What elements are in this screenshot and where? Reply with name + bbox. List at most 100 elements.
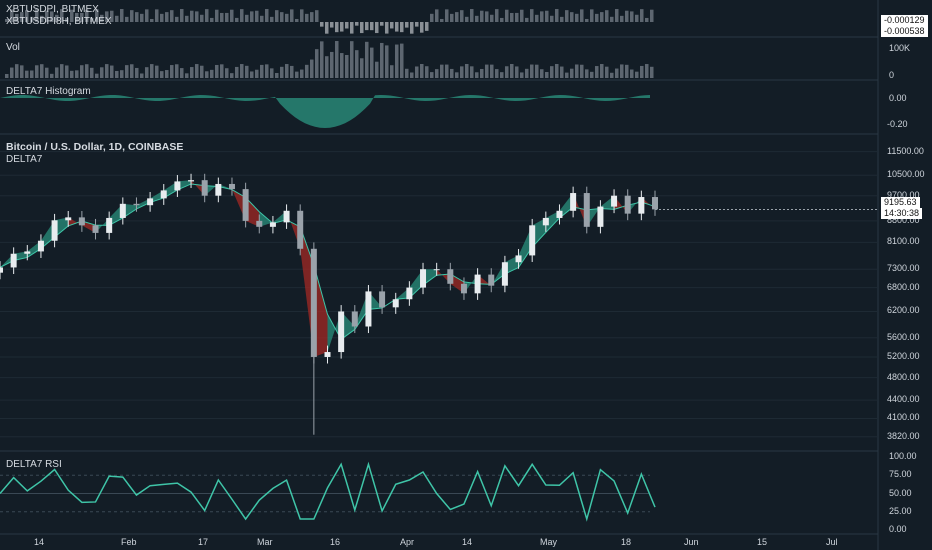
volume-bar [300, 69, 304, 78]
volume-bar [400, 43, 404, 78]
funding-bar [550, 15, 554, 22]
rsi-tick-label: 75.00 [889, 469, 912, 480]
candle-body [501, 262, 508, 286]
volume-bar [560, 66, 564, 78]
volume-bar [405, 68, 409, 78]
volume-bar [510, 64, 514, 78]
price-tick-label: 5600.00 [887, 331, 920, 342]
delta-band-up [409, 269, 424, 298]
volume-tick-0: 0 [889, 70, 895, 80]
main-chart-title: Bitcoin / U.S. Dollar, 1D, COINBASE [6, 141, 184, 153]
funding-bar [520, 9, 524, 22]
candle-body [147, 198, 154, 206]
funding-bar [425, 22, 429, 31]
funding-bar [180, 9, 184, 22]
volume-bar [530, 64, 534, 78]
funding-bar [200, 14, 204, 22]
price-tick-label: 5200.00 [887, 350, 920, 361]
histogram-label: DELTA7 Histogram [6, 86, 91, 97]
funding-bar [185, 15, 189, 22]
funding-bar [400, 22, 404, 33]
funding-bar [435, 9, 439, 22]
volume-bar [450, 68, 454, 78]
volume-bar [425, 66, 429, 78]
delta-band-down [641, 197, 655, 210]
funding-bar [560, 16, 564, 22]
volume-bar [285, 64, 289, 78]
volume-bar [305, 64, 309, 78]
delta-band-up [354, 291, 369, 330]
funding-bar [370, 22, 374, 31]
funding-bar [345, 22, 349, 29]
delta-band-up [177, 180, 192, 190]
funding-bar [390, 22, 394, 29]
rsi-label: DELTA7 RSI [6, 459, 62, 470]
funding-bar [430, 13, 434, 22]
volume-bar [120, 70, 124, 78]
price-tick-label: 8800.00 [887, 214, 920, 225]
main-chart-indicator-label: DELTA7 [6, 154, 43, 165]
candle-body [174, 181, 181, 191]
volume-bar [440, 64, 444, 78]
volume-bar [340, 53, 344, 78]
volume-bar [215, 64, 219, 78]
funding-label-2: XBTUSDPI8H, BITMEX [6, 16, 112, 27]
volume-bar [245, 65, 249, 78]
funding-bar [160, 13, 164, 22]
delta-band-up [163, 181, 178, 198]
volume-bar [195, 64, 199, 78]
volume-bar [210, 69, 214, 78]
delta-band-up [27, 240, 41, 258]
candle-body [24, 251, 31, 254]
candle-body [420, 269, 427, 288]
volume-bar [325, 56, 329, 78]
funding-bar [225, 12, 229, 22]
volume-bar [380, 42, 384, 78]
volume-bar [385, 45, 389, 78]
volume-bar [460, 66, 464, 78]
volume-bar [555, 64, 559, 78]
volume-bar [275, 72, 279, 78]
delta-band-up [368, 291, 383, 310]
funding-bar [600, 12, 604, 22]
delta-band-down [313, 265, 328, 357]
price-tick-label: 11500.00 [887, 145, 924, 156]
funding-bar [220, 12, 224, 22]
candle-body [392, 299, 399, 308]
volume-bar [310, 59, 314, 78]
histogram-area [0, 95, 650, 128]
time-tick-label: 15 [757, 537, 768, 547]
candle-body [10, 253, 17, 268]
volume-bar [320, 41, 324, 78]
price-tick-label: 8100.00 [887, 236, 920, 247]
funding-bar [85, 9, 89, 22]
volume-bar [500, 72, 504, 78]
volume-bar [565, 72, 569, 78]
delta-band-up [204, 183, 219, 196]
delta-band-up [463, 274, 478, 294]
funding-bar [460, 10, 464, 22]
price-tick-label: 9700.00 [887, 189, 920, 200]
time-tick-label: 16 [330, 537, 341, 547]
candle-body [351, 311, 358, 327]
funding-bar [355, 22, 359, 26]
delta-band-down [81, 220, 96, 233]
delta-band-down [614, 195, 628, 214]
price-tick-label: 10500.00 [887, 169, 925, 180]
funding-bar [450, 13, 454, 22]
delta-band-up [341, 311, 355, 340]
rsi-line [0, 461, 656, 522]
funding-bar [250, 11, 254, 22]
time-tick-label: 14 [462, 537, 473, 547]
volume-bar [475, 72, 479, 78]
volume-bar [580, 64, 584, 78]
time-tick-label: 18 [621, 537, 632, 547]
delta-band-up [559, 193, 574, 218]
volume-bar [140, 73, 144, 78]
delta-band-up [327, 311, 342, 353]
funding-bar [195, 11, 199, 22]
rsi-tick-label: 100.00 [889, 451, 917, 461]
funding-tag-1: -0.000129 [881, 15, 928, 26]
funding-bar [205, 9, 209, 22]
